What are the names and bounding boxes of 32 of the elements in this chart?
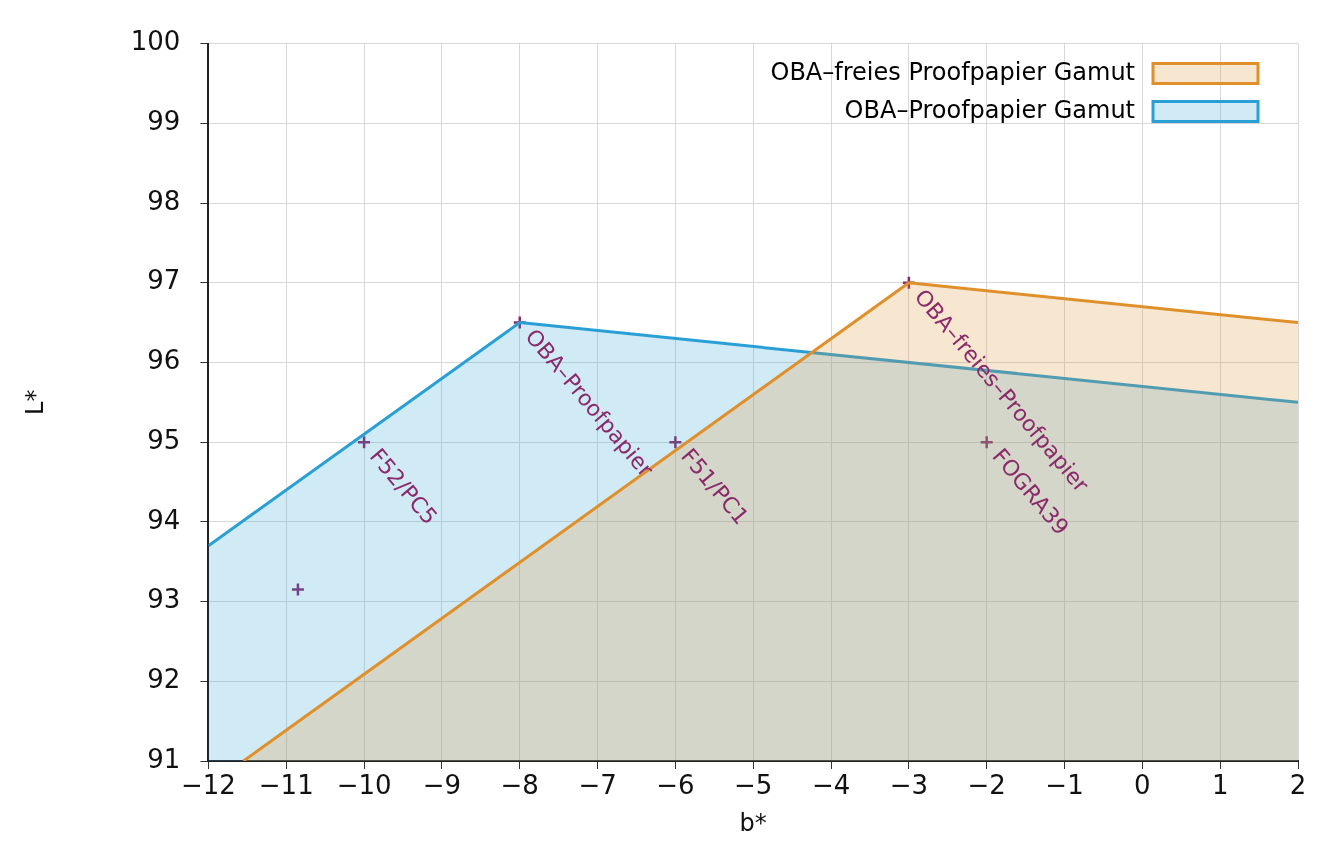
x-tick-label: −9 bbox=[422, 770, 462, 801]
y-tick-label: 100 bbox=[130, 26, 181, 57]
x-tick-label: −8 bbox=[500, 770, 539, 801]
legend-label: OBA–Proofpapier Gamut bbox=[844, 95, 1135, 124]
x-tick-label: −12 bbox=[180, 770, 236, 801]
x-tick-label: 1 bbox=[1211, 770, 1229, 801]
legend-label: OBA–freies Proofpapier Gamut bbox=[770, 57, 1135, 86]
x-tick-label: −7 bbox=[578, 770, 617, 801]
y-tick-label: 92 bbox=[147, 664, 181, 695]
y-tick-label: 98 bbox=[147, 185, 181, 216]
point bbox=[356, 434, 372, 450]
y-tick-label: 91 bbox=[147, 743, 181, 774]
y-tick-label: 96 bbox=[147, 345, 181, 376]
y-tick-label: 94 bbox=[147, 504, 181, 535]
y-tick-label: 99 bbox=[147, 106, 181, 137]
y-tick-label: 93 bbox=[147, 584, 181, 615]
x-tick-label: −11 bbox=[258, 770, 314, 801]
y-axis-title: L* bbox=[20, 389, 49, 415]
x-tick-label: 2 bbox=[1289, 770, 1307, 801]
point bbox=[668, 434, 683, 450]
y-tick-label: 95 bbox=[147, 424, 181, 455]
x-tick-label: 0 bbox=[1134, 770, 1151, 801]
y-tick-label: 97 bbox=[147, 265, 181, 296]
x-axis-title: b* bbox=[739, 808, 767, 837]
point bbox=[290, 582, 306, 597]
x-tick-label: −3 bbox=[889, 770, 929, 801]
x-tick-label: −4 bbox=[811, 770, 851, 801]
x-tick-label: −10 bbox=[336, 770, 392, 801]
x-tick-label: −2 bbox=[967, 770, 1006, 801]
x-tick-label: −6 bbox=[656, 770, 695, 801]
x-tick-label: −5 bbox=[734, 770, 773, 801]
x-tick-label: −1 bbox=[1045, 770, 1084, 801]
